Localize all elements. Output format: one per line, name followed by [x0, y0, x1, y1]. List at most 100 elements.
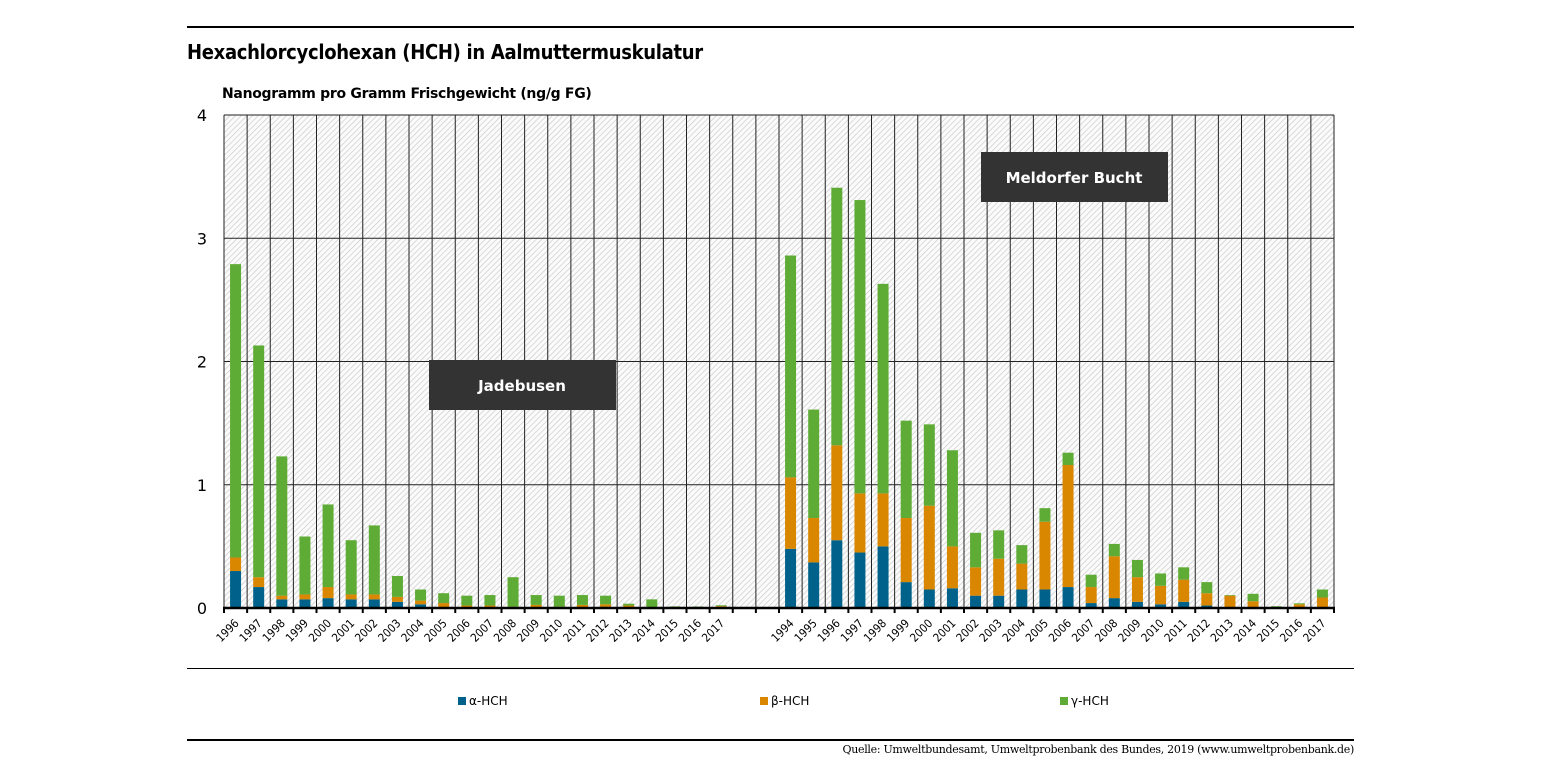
x-tick-label: 1998	[259, 616, 288, 645]
bar-gamma-jadebusen-2000	[322, 504, 334, 588]
bar-gamma-meldorfer-bucht-2006	[1062, 452, 1074, 466]
bar-gamma-jadebusen-1999	[299, 536, 311, 595]
bar-gamma-jadebusen-2014	[646, 599, 658, 608]
bar-beta-meldorfer-bucht-1999	[900, 518, 912, 583]
bar-beta-meldorfer-bucht-1997	[854, 493, 866, 553]
x-tick-label: 1999	[283, 616, 312, 645]
bar-alpha-meldorfer-bucht-2009	[1131, 601, 1143, 608]
x-tick-label: 2004	[398, 616, 427, 645]
bar-alpha-meldorfer-bucht-2006	[1062, 587, 1074, 608]
bar-alpha-jadebusen-1997	[253, 587, 265, 608]
bar-gamma-jadebusen-2002	[368, 525, 380, 595]
bar-alpha-meldorfer-bucht-2005	[1039, 589, 1051, 608]
bar-beta-jadebusen-2002	[368, 594, 380, 600]
bar-alpha-meldorfer-bucht-2007	[1085, 603, 1097, 608]
legend-item-gamma: γ-HCH	[1060, 694, 1109, 708]
group-label-box	[981, 152, 1168, 202]
x-tick-label: 2013	[1208, 616, 1237, 645]
y-tick-label: 3	[197, 229, 207, 248]
y-tick-label: 0	[197, 599, 207, 618]
bar-gamma-meldorfer-bucht-2001	[946, 450, 958, 547]
x-tick-label: 2010	[1138, 616, 1167, 645]
bar-beta-meldorfer-bucht-2006	[1062, 465, 1074, 588]
legend-label-alpha: α-HCH	[469, 694, 508, 708]
bar-gamma-meldorfer-bucht-1999	[900, 420, 912, 519]
bar-gamma-meldorfer-bucht-2014	[1247, 593, 1259, 602]
y-axis-label: Nanogramm pro Gramm Frischgewicht (ng/g …	[222, 86, 592, 102]
bar-beta-meldorfer-bucht-1994	[785, 477, 797, 549]
x-tick-label: 2014	[1231, 616, 1260, 645]
x-tick-label: 2003	[375, 616, 404, 645]
bar-gamma-meldorfer-bucht-1994	[785, 255, 797, 478]
legend-item-alpha: α-HCH	[458, 694, 508, 708]
bar-gamma-meldorfer-bucht-2013	[1224, 595, 1236, 596]
bar-gamma-jadebusen-2003	[391, 575, 403, 597]
bar-beta-meldorfer-bucht-2017	[1316, 597, 1328, 608]
bar-alpha-meldorfer-bucht-1997	[854, 552, 866, 608]
bar-beta-meldorfer-bucht-2016	[1293, 604, 1305, 608]
bar-beta-meldorfer-bucht-2009	[1131, 577, 1143, 602]
x-tick-label: 2007	[1069, 616, 1098, 645]
x-tick-label: 2003	[976, 616, 1005, 645]
bar-beta-jadebusen-1997	[253, 577, 265, 588]
bar-gamma-jadebusen-2007	[484, 595, 496, 606]
y-tick-label: 4	[197, 106, 207, 125]
bar-alpha-jadebusen-1999	[299, 599, 311, 608]
bar-beta-meldorfer-bucht-1998	[877, 493, 889, 547]
x-tick-label: 2008	[491, 616, 520, 645]
bar-beta-meldorfer-bucht-2010	[1155, 585, 1167, 605]
bar-alpha-meldorfer-bucht-2011	[1178, 601, 1190, 608]
x-tick-label: 2000	[306, 616, 335, 645]
bar-alpha-meldorfer-bucht-1995	[808, 562, 820, 608]
bar-alpha-meldorfer-bucht-2004	[1016, 589, 1028, 608]
bar-alpha-jadebusen-2001	[345, 599, 357, 608]
x-tick-label: 2006	[1046, 616, 1075, 645]
x-tick-label: 1998	[861, 616, 890, 645]
bar-beta-meldorfer-bucht-2012	[1201, 593, 1213, 606]
x-tick-label: 2011	[1161, 616, 1190, 645]
bar-beta-jadebusen-1999	[299, 594, 311, 600]
group-label: Jadebusen	[477, 377, 566, 395]
x-tick-label: 2013	[606, 616, 635, 645]
top-rule	[187, 26, 1354, 28]
bar-gamma-meldorfer-bucht-2005	[1039, 508, 1051, 522]
bar-gamma-meldorfer-bucht-2017	[1316, 589, 1328, 598]
x-tick-label: 2001	[329, 616, 358, 645]
bar-beta-meldorfer-bucht-2013	[1224, 595, 1236, 608]
x-tick-label: 1995	[791, 616, 820, 645]
bar-beta-meldorfer-bucht-2004	[1016, 563, 1028, 590]
legend-item-beta: β-HCH	[760, 694, 809, 708]
x-tick-label: 2006	[444, 616, 473, 645]
legend-swatch-gamma	[1060, 697, 1068, 705]
x-tick-label: 2012	[583, 616, 612, 645]
bar-gamma-jadebusen-2006	[461, 595, 473, 606]
bar-beta-meldorfer-bucht-2014	[1247, 601, 1259, 608]
x-tick-label: 2017	[1300, 616, 1329, 645]
bar-gamma-jadebusen-2001	[345, 540, 357, 595]
bar-gamma-meldorfer-bucht-1996	[831, 187, 843, 446]
x-tick-label: 1997	[236, 616, 265, 645]
bar-beta-meldorfer-bucht-2002	[970, 567, 982, 596]
bar-gamma-jadebusen-1998	[276, 456, 288, 596]
x-tick-label: 2017	[699, 616, 728, 645]
x-tick-label: 2002	[352, 616, 381, 645]
x-tick-label: 2015	[653, 616, 682, 645]
legend-label-beta: β-HCH	[771, 694, 810, 708]
group-label-box	[429, 360, 616, 410]
bar-beta-jadebusen-1996	[230, 557, 242, 572]
bar-alpha-meldorfer-bucht-1998	[877, 546, 889, 608]
group-label: Meldorfer Bucht	[1006, 169, 1143, 187]
bar-beta-jadebusen-2011	[576, 604, 588, 608]
bar-gamma-meldorfer-bucht-1997	[854, 200, 866, 494]
bar-alpha-jadebusen-2004	[415, 604, 427, 608]
legend-label-gamma: γ-HCH	[1071, 694, 1109, 708]
bar-gamma-meldorfer-bucht-2012	[1201, 582, 1213, 594]
bar-gamma-meldorfer-bucht-2008	[1108, 543, 1120, 557]
bar-alpha-meldorfer-bucht-2002	[970, 595, 982, 608]
x-tick-label: 2002	[953, 616, 982, 645]
bar-beta-jadebusen-2005	[438, 603, 450, 608]
bar-beta-jadebusen-2004	[415, 600, 427, 605]
x-tick-label: 1996	[213, 616, 242, 645]
x-tick-label: 1999	[884, 616, 913, 645]
bar-gamma-jadebusen-2009	[530, 595, 542, 605]
